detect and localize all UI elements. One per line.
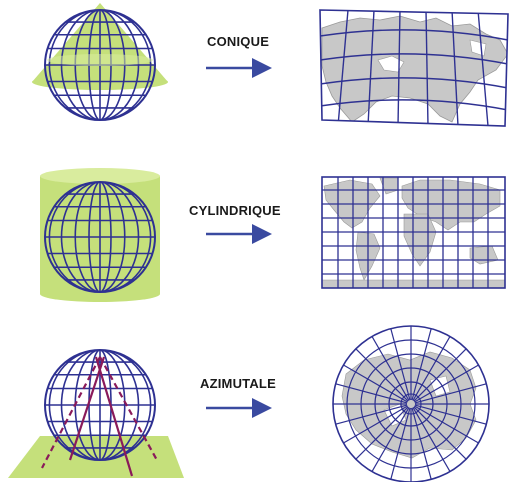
cylinder-globe-icon: [40, 168, 160, 302]
azimuthal-map-icon: [332, 325, 490, 482]
arrow-icon: [206, 58, 272, 78]
label-cylindrique: CYLINDRIQUE: [189, 203, 281, 218]
cone-globe-icon: [32, 3, 168, 121]
arrow-icon: [206, 398, 272, 418]
conic-map-icon: [319, 9, 509, 127]
arrow-icon: [206, 224, 272, 244]
plane-globe-icon: [8, 349, 184, 478]
label-azimutale: AZIMUTALE: [200, 376, 276, 391]
cylindrical-map-icon: [321, 176, 506, 289]
label-conique: CONIQUE: [207, 34, 270, 49]
